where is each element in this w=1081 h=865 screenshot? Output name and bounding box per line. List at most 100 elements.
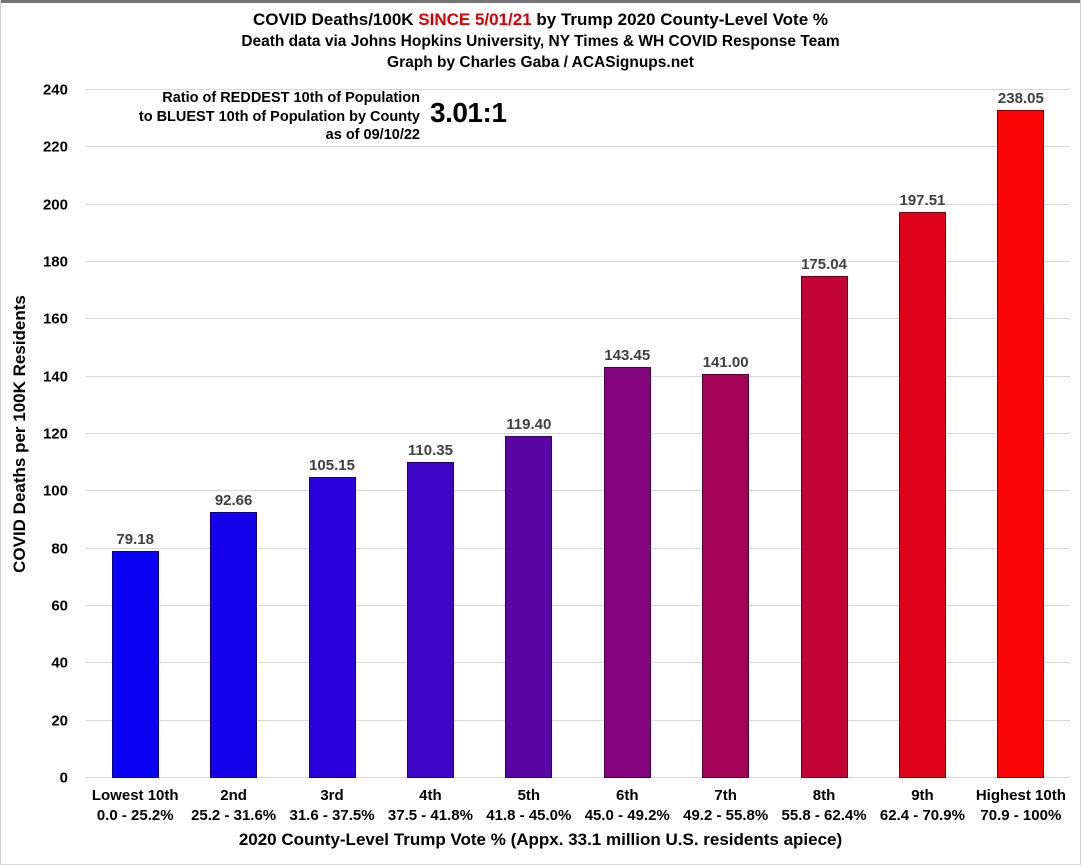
x-category-label: 8th 55.8 - 62.4%	[775, 786, 873, 826]
bar-value-label: 119.40	[506, 415, 552, 433]
gridline	[86, 490, 1070, 492]
x-category-label: 5th 41.8 - 45.0%	[480, 786, 578, 826]
x-axis-title: 2020 County-Level Trump Vote % (Appx. 33…	[238, 830, 843, 849]
y-tick-label: 80	[51, 540, 68, 558]
x-category-name: 2nd	[220, 787, 247, 804]
gridline	[86, 662, 1070, 664]
title-highlight: SINCE 5/01/21	[418, 10, 532, 29]
bar-column: 79.18	[86, 90, 184, 778]
y-tick-label: 160	[42, 310, 68, 328]
bar-column: 119.40	[480, 90, 578, 778]
gridline	[86, 605, 1070, 606]
bar-value-label: 175.04	[801, 256, 847, 274]
bar-value-label: 141.00	[702, 353, 749, 371]
y-tick-label: 180	[42, 253, 68, 271]
bar-value-label: 110.35	[407, 441, 453, 459]
y-tick-label: 60	[51, 597, 68, 615]
ratio-annotation-line-2: to BLUEST 10th of Population by County	[138, 108, 420, 125]
y-tick-label: 220	[42, 138, 68, 156]
bar-column: 105.15	[283, 90, 381, 778]
x-category-range: 31.6 - 37.5%	[289, 807, 375, 824]
x-category-name: 6th	[615, 787, 639, 804]
x-category-name: Lowest 10th	[91, 787, 179, 804]
x-category-label: Highest 10th 70.9 - 100%	[972, 786, 1070, 826]
ratio-annotation-line-3: as of 09/10/22	[325, 127, 420, 143]
title-part-2: by Trump 2020 County-Level Vote %	[531, 10, 829, 29]
x-category-range: 37.5 - 41.8%	[387, 807, 473, 824]
chart-subtitle-source: Death data via Johns Hopkins University,…	[241, 33, 840, 50]
y-tick-label: 100	[42, 482, 68, 500]
ratio-annotation: Ratio of REDDEST 10th of Population to B…	[112, 89, 507, 145]
ratio-value: 3.01:1	[430, 97, 507, 128]
bar	[603, 366, 651, 778]
bar	[111, 551, 159, 778]
gridline	[86, 719, 1070, 721]
y-axis-labels: 0 20 40 60 80 100 120 140 160 180 200 220 240	[0, 82, 78, 787]
y-tick-label: 40	[51, 654, 68, 672]
x-category-label: 2nd 25.2 - 31.6%	[184, 786, 282, 826]
bar-column: 110.35	[381, 90, 479, 778]
bar-column: 92.66	[184, 90, 282, 778]
ratio-annotation-text: Ratio of REDDEST 10th of Population to B…	[112, 89, 420, 145]
x-category-range: 45.0 - 49.2%	[584, 807, 670, 824]
x-category-label: 3rd 31.6 - 37.5%	[283, 786, 381, 826]
x-category-label: 6th 45.0 - 49.2%	[578, 786, 676, 826]
x-category-range: 0.0 - 25.2%	[96, 807, 174, 824]
gridline	[86, 433, 1070, 434]
bar-column: 143.45	[578, 90, 676, 778]
gridline	[86, 777, 1070, 778]
bar-value-label: 79.18	[116, 531, 154, 549]
x-category-range: 49.2 - 55.8%	[683, 807, 769, 824]
ratio-annotation-line-1: Ratio of REDDEST 10th of Population	[162, 90, 420, 106]
chart-title: COVID Deaths/100K SINCE 5/01/21 by Trump…	[0, 9, 1081, 31]
x-category-label: 4th 37.5 - 41.8%	[381, 786, 479, 826]
x-category-name: 5th	[517, 787, 541, 804]
x-category-name: 3rd	[320, 787, 344, 804]
bar	[997, 110, 1045, 778]
window-top-edge	[0, 0, 1081, 3]
y-tick-label: 200	[42, 196, 68, 214]
bar	[406, 461, 454, 778]
bar	[898, 211, 946, 778]
title-block: COVID Deaths/100K SINCE 5/01/21 by Trump…	[0, 9, 1081, 73]
gridline	[86, 375, 1070, 377]
bar	[800, 276, 848, 778]
gridline	[86, 261, 1070, 262]
bar-value-label: 197.51	[899, 191, 946, 209]
x-category-label: 9th 62.4 - 70.9%	[873, 786, 971, 826]
x-category-name: Highest 10th	[975, 787, 1066, 804]
gridline	[86, 203, 1070, 205]
bar-column: 141.00	[676, 90, 774, 778]
y-tick-label: 140	[42, 368, 68, 386]
bar-value-label: 92.66	[214, 492, 253, 510]
y-tick-label: 0	[59, 769, 68, 787]
chart-subtitle-credit: Graph by Charles Gaba / ACASignups.net	[387, 54, 694, 71]
gridline	[86, 146, 1070, 148]
x-category-name: 8th	[812, 787, 836, 804]
x-category-range: 25.2 - 31.6%	[191, 807, 277, 824]
y-tick-label: 20	[51, 712, 68, 730]
y-tick-label: 120	[42, 425, 68, 443]
x-axis-labels: Lowest 10th 0.0 - 25.2% 2nd 25.2 - 31.6% 3rd…	[86, 786, 1070, 826]
x-category-range: 70.9 - 100%	[980, 807, 1062, 824]
x-category-range: 62.4 - 70.9%	[879, 807, 965, 824]
bar-value-label: 143.45	[604, 346, 651, 364]
x-category-label: Lowest 10th 0.0 - 25.2%	[86, 786, 184, 826]
bar	[505, 435, 553, 778]
bar-column: 238.05	[972, 90, 1070, 778]
title-part-1: COVID Deaths/100K	[252, 10, 419, 29]
gridline	[86, 547, 1070, 549]
x-category-range: 55.8 - 62.4%	[781, 807, 867, 824]
bars-container: 79.18 92.66 105.15 110.35 119.40 143.45 141.00…	[86, 90, 1070, 778]
y-tick-label: 240	[42, 81, 68, 99]
x-category-label: 7th 49.2 - 55.8%	[676, 786, 774, 826]
plot-area: 79.18 92.66 105.15 110.35 119.40 143.45 141.00…	[86, 89, 1070, 778]
bar	[702, 373, 750, 778]
bar	[308, 476, 356, 778]
x-category-name: 4th	[419, 787, 442, 804]
bar-column: 175.04	[775, 90, 873, 778]
bar-value-label: 238.05	[997, 90, 1044, 107]
gridline	[86, 318, 1070, 320]
gridline	[86, 89, 1070, 90]
x-category-name: 7th	[714, 787, 737, 804]
